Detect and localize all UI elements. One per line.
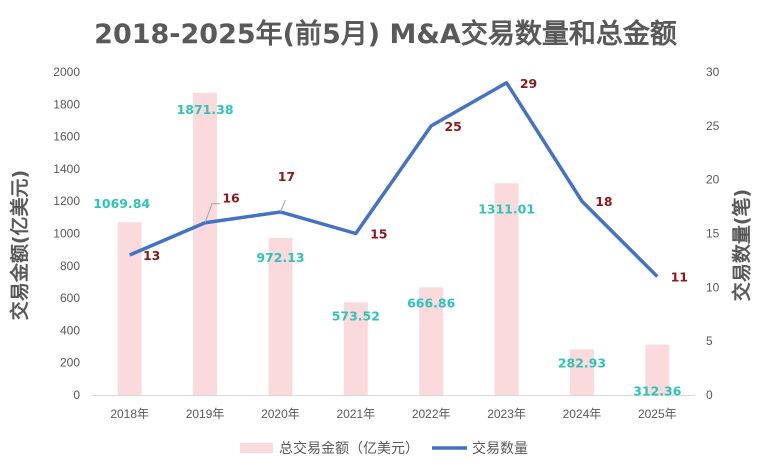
y2-tick: 20 <box>706 173 720 187</box>
line-label-2: 17 <box>278 169 295 184</box>
y-tick: 1000 <box>53 227 80 241</box>
y-tick: 0 <box>73 388 80 402</box>
bar-0 <box>117 222 142 395</box>
bar-label-5: 1311.01 <box>478 201 535 216</box>
x-tick: 2019年 <box>186 407 225 421</box>
x-tick: 2020年 <box>261 407 300 421</box>
y2-tick: 0 <box>706 388 713 402</box>
x-tick: 2018年 <box>110 407 149 421</box>
bar-label-3: 573.52 <box>332 308 380 323</box>
chart-title: 2018-2025年(前5月) M&A交易数量和总金额 <box>94 19 677 50</box>
bar-label-4: 666.86 <box>407 295 456 310</box>
line-series <box>128 81 659 278</box>
x-tick: 2024年 <box>563 407 602 421</box>
y-tick: 1200 <box>53 194 80 208</box>
y2-tick: 5 <box>706 334 713 348</box>
bar-5 <box>494 183 519 395</box>
line-label-5: 29 <box>520 76 537 91</box>
x-tick: 2021年 <box>336 407 375 421</box>
bar-4 <box>419 287 444 395</box>
y-tick: 1800 <box>53 97 80 111</box>
line-label-4: 25 <box>444 119 461 134</box>
y-tick: 800 <box>60 259 80 273</box>
bar-label-2: 972.13 <box>256 250 304 265</box>
x-tick: 2025年 <box>638 407 677 421</box>
x-tick: 2023年 <box>487 407 526 421</box>
y-tick: 400 <box>60 323 80 337</box>
line-label-1: 16 <box>222 191 240 206</box>
y-tick: 1600 <box>53 130 80 144</box>
legend-line-label: 交易数量 <box>472 440 528 457</box>
bar-1 <box>193 92 218 396</box>
bar-2 <box>268 238 293 395</box>
leader-line <box>279 199 286 213</box>
bar-6 <box>569 349 594 395</box>
line-label-0: 13 <box>143 248 160 263</box>
y2-tick: 30 <box>706 65 720 79</box>
y-tick: 600 <box>60 291 80 305</box>
y2-axis-title: 交易数量(笔) <box>730 189 753 301</box>
line-label-6: 18 <box>595 194 612 209</box>
y2-tick: 10 <box>706 280 720 294</box>
bar-3 <box>343 302 368 395</box>
y2-tick: 15 <box>706 227 720 241</box>
bar-7 <box>645 344 670 395</box>
y-axis-title: 交易金额(亿美元) <box>8 170 31 320</box>
legend-bar-swatch <box>240 443 273 453</box>
y2-tick: 25 <box>706 119 720 133</box>
y-tick: 1400 <box>53 162 80 176</box>
bar-label-1: 1871.38 <box>177 102 234 117</box>
bar-label-7: 312.36 <box>633 384 682 399</box>
y-tick: 200 <box>60 356 80 370</box>
bar-label-0: 1069.84 <box>93 196 150 211</box>
line-label-3: 15 <box>370 227 387 242</box>
line-label-7: 11 <box>671 270 688 285</box>
bar-label-6: 282.93 <box>558 355 606 370</box>
y-tick: 2000 <box>53 65 80 79</box>
x-tick: 2022年 <box>412 407 451 421</box>
leader-line <box>204 203 221 223</box>
legend-bar-label: 总交易金额（亿美元） <box>279 440 419 457</box>
